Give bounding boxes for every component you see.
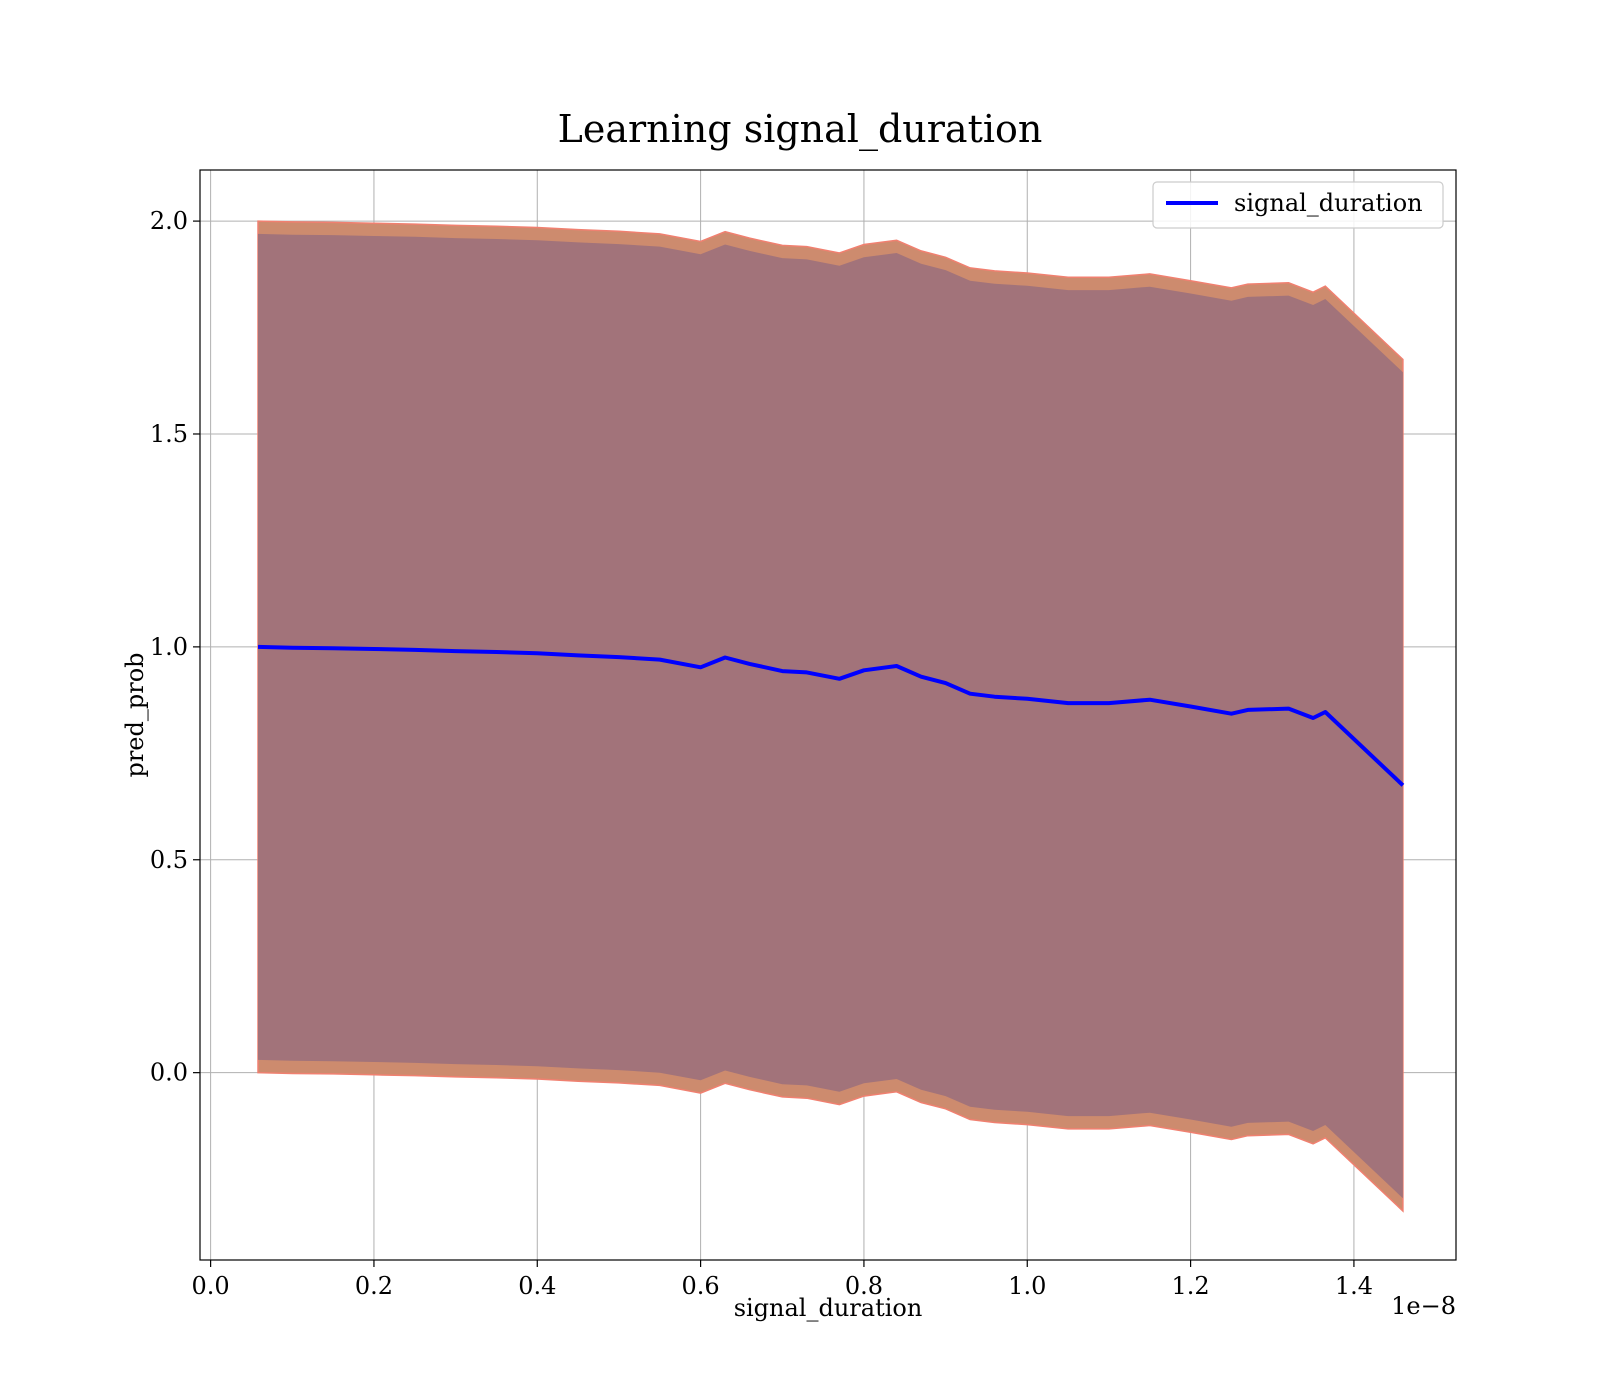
chart-title: Learning signal_duration (558, 107, 1043, 152)
y-axis-ticks: 0.0 0.5 1.0 1.5 2.0 (150, 207, 200, 1087)
y-tick-label: 1.5 (150, 420, 188, 448)
legend: signal_duration (1152, 181, 1444, 229)
y-tick-label: 2.0 (150, 207, 188, 235)
series-lines (257, 644, 1405, 787)
inner-confidence-band (258, 233, 1403, 1199)
x-tick-label: 0.2 (355, 1272, 393, 1300)
x-tick-label: 1.4 (1335, 1272, 1373, 1300)
x-tick-label: 0.8 (845, 1272, 883, 1300)
y-tick-label: 1.0 (150, 633, 188, 661)
x-tick-label: 0.6 (682, 1272, 720, 1300)
x-tick-label: 0.0 (192, 1272, 230, 1300)
x-axis-label: signal_duration (734, 1294, 923, 1322)
x-tick-label: 1.2 (1172, 1272, 1210, 1300)
x-axis-offset-label: 1e−8 (1391, 1292, 1456, 1320)
series-line-signal-duration (257, 644, 1405, 787)
x-tick-label: 0.4 (518, 1272, 556, 1300)
x-tick-label: 1.0 (1008, 1272, 1046, 1300)
y-axis-label: pred_prob (121, 652, 149, 777)
legend-entry-label: signal_duration (1234, 189, 1423, 217)
legend-box (1152, 181, 1444, 229)
y-tick-label: 0.5 (150, 846, 188, 874)
x-axis-ticks: 0.0 0.2 0.4 0.6 0.8 1.0 1.2 1.4 (192, 1260, 1373, 1300)
plot-frame (199, 169, 1457, 1261)
confidence-bands (257, 220, 1404, 1213)
y-tick-label: 0.0 (150, 1059, 188, 1087)
